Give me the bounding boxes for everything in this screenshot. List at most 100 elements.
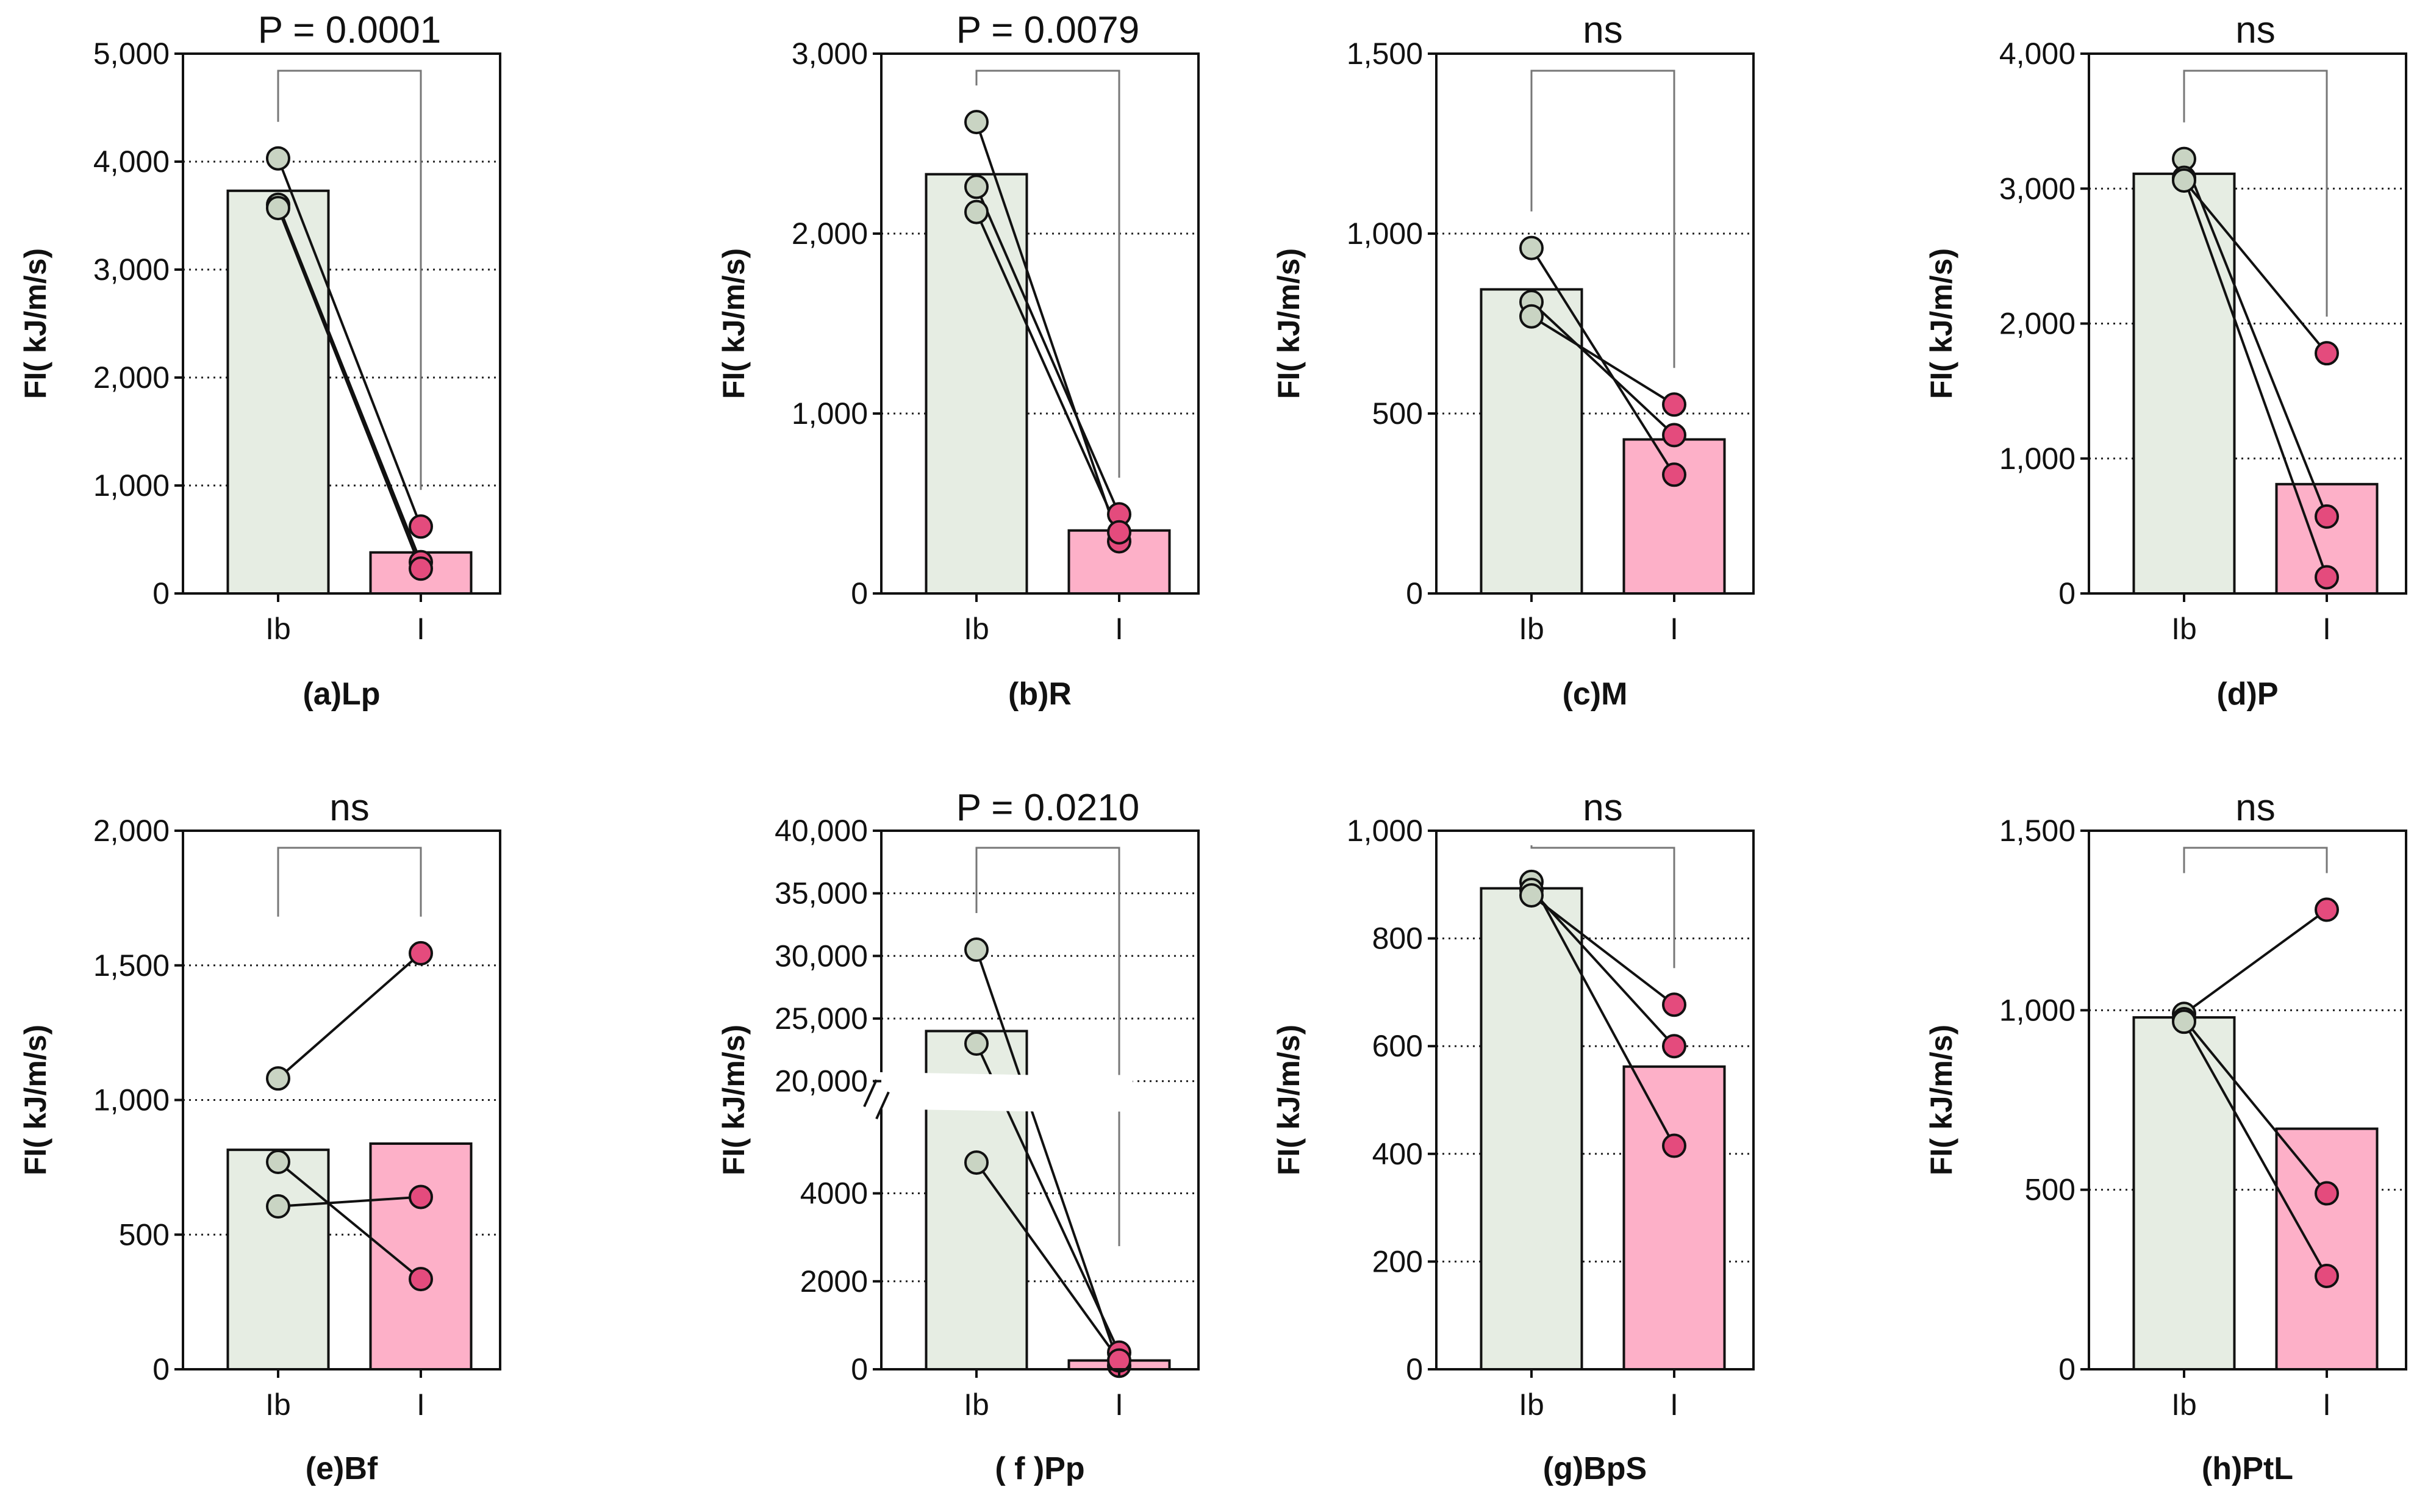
y-tick-label: 2,000 [792, 217, 868, 251]
panel-caption: (g)BpS [1543, 1451, 1647, 1486]
pair-line [277, 1161, 422, 1280]
significance-bracket [277, 70, 422, 490]
y-axis-title: FI( kJ/m/s) [1272, 1025, 1306, 1175]
pair-line [277, 157, 422, 527]
significance-label: ns [1583, 787, 1622, 829]
y-axis-title: FI( kJ/m/s) [1924, 1025, 1958, 1175]
significance-bracket [2183, 70, 2328, 317]
point-ib [964, 199, 989, 224]
panel-caption: (c)M [1563, 676, 1628, 712]
y-tick-label: 30,000 [775, 939, 868, 973]
point-i [1662, 992, 1686, 1017]
bar-ib [1480, 288, 1583, 595]
bar-ib [1480, 887, 1583, 1370]
pair-line [278, 1195, 421, 1208]
y-tick-label: 2,000 [1999, 307, 2076, 341]
pair-line [1530, 889, 1675, 1047]
bar-ib [925, 173, 1028, 595]
panel-caption: (a)Lp [303, 676, 380, 712]
point-i [2315, 341, 2339, 366]
point-i [1662, 462, 1686, 487]
significance-label: ns [2235, 9, 2275, 51]
bar-i [369, 1142, 473, 1370]
axis-break-mask [857, 1072, 1134, 1112]
point-ib [964, 174, 989, 199]
point-i [1107, 520, 1131, 545]
y-tick-label: 3,000 [792, 37, 868, 71]
y-tick-label: 1,000 [93, 1083, 170, 1117]
pair-line [2183, 177, 2328, 578]
point-i [1662, 1133, 1686, 1158]
point-i [409, 514, 433, 539]
point-ib [266, 1066, 290, 1091]
pair-line [1530, 894, 1675, 1006]
y-tick-label: 1,500 [1347, 37, 1423, 71]
y-tick-label: 1,500 [1999, 814, 2076, 848]
y-tick-label: 0 [152, 576, 170, 611]
y-tick-label: 1,000 [1999, 993, 2076, 1027]
panel-caption: (b)R [1008, 676, 1072, 712]
pair-line [1530, 301, 1675, 436]
axis-break-mark [875, 1091, 890, 1120]
significance-bracket [1530, 70, 1675, 368]
y-tick-label: 600 [1372, 1029, 1423, 1063]
point-ib [964, 110, 989, 135]
y-tick-label: 0 [1406, 1352, 1423, 1386]
bar-i [1622, 1065, 1726, 1371]
y-tick-label: 4,000 [93, 145, 170, 179]
y-tick-label: 3,000 [1999, 171, 2076, 206]
x-tick-label: I [417, 612, 425, 646]
plot-frame [2088, 829, 2407, 1370]
bar-i [2275, 1127, 2379, 1371]
point-ib [964, 1150, 989, 1175]
point-ib [2172, 1009, 2196, 1034]
plot-frame [1435, 52, 1755, 595]
pair-line [1530, 315, 1675, 406]
x-tick-label: Ib [1519, 1388, 1544, 1422]
y-tick-label: 40,000 [775, 814, 868, 848]
pair-line [1530, 881, 1675, 1147]
y-tick-label: 1,000 [1347, 217, 1423, 251]
y-tick-label: 1,000 [93, 468, 170, 503]
y-tick-label: 500 [119, 1217, 170, 1252]
x-tick-label: I [2323, 612, 2331, 646]
y-tick-label: 1,000 [1347, 814, 1423, 848]
significance-bracket [277, 847, 422, 917]
panel-0: 0 1,000 2,000 3,000 4,000 5,000 Ib I FI( kJ/m/s)… [18, 9, 501, 712]
pair-line [277, 952, 422, 1080]
plot-frame [880, 52, 1200, 595]
y-axis-title: FI( kJ/m/s) [18, 1025, 52, 1175]
y-tick-label: 0 [2058, 576, 2076, 611]
pair-line [975, 1161, 1120, 1361]
y-tick-label: 0 [1406, 576, 1423, 611]
y-tick-label: 0 [2058, 1352, 2076, 1386]
x-tick-label: Ib [964, 612, 989, 646]
x-tick-label: Ib [2171, 1388, 2197, 1422]
y-tick-label: 1,000 [792, 396, 868, 431]
panel-7: 0 500 1,000 1,500 Ib I FI( kJ/m/s) ns (h)PtL [1924, 787, 2407, 1486]
point-i [1662, 392, 1686, 417]
point-i [409, 556, 433, 581]
y-tick-label: 200 [1372, 1244, 1423, 1278]
x-tick-label: Ib [964, 1388, 989, 1422]
point-i [409, 1184, 433, 1209]
panel-caption: (h)PtL [2202, 1451, 2293, 1486]
point-i [1662, 423, 1686, 448]
pair-line [2183, 179, 2328, 354]
panel-6: 0 200 400 600 800 1,000 Ib I FI( kJ/m/s) ns (g)BpS [1272, 787, 1755, 1486]
x-tick-label: I [417, 1388, 425, 1422]
bar-ib [2132, 1016, 2236, 1370]
point-i [1662, 1034, 1686, 1059]
pair-line [975, 949, 1120, 1366]
point-ib [964, 937, 989, 962]
pair-line [277, 204, 422, 563]
y-tick-label: 500 [2025, 1173, 2076, 1207]
x-tick-label: I [1670, 1388, 1678, 1422]
point-i [2315, 1181, 2339, 1206]
x-tick-label: I [1115, 612, 1123, 646]
point-ib [266, 1150, 290, 1175]
panel-3: 0 1,000 2,000 3,000 4,000 Ib I FI( kJ/m/s) ns (d)… [1924, 9, 2407, 712]
y-tick-label: 4,000 [1999, 37, 2076, 71]
panel-1: 0 1,000 2,000 3,000 Ib I FI( kJ/m/s) P = 0.0079… [717, 9, 1200, 712]
